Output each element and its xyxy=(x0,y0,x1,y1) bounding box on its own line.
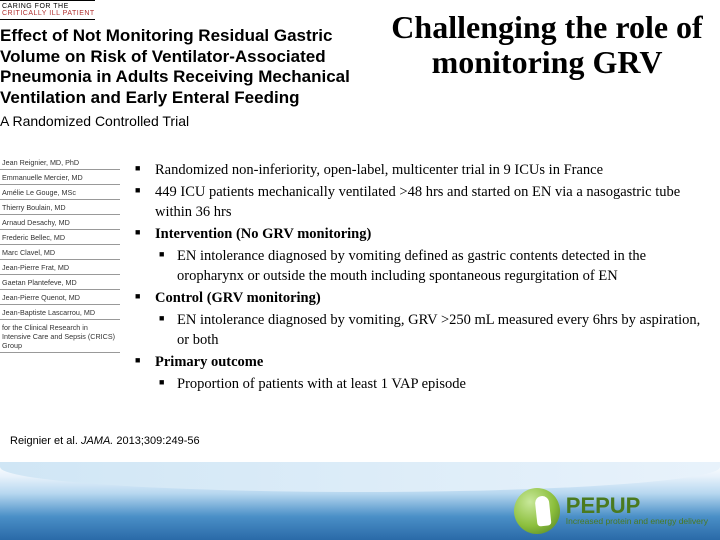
pepup-logo-icon xyxy=(514,488,560,534)
author-entry: for the Clinical Research in Intensive C… xyxy=(0,320,120,353)
citation-journal: JAMA. xyxy=(81,435,113,447)
pepup-logo: PEPUP Increased protein and energy deliv… xyxy=(514,488,708,534)
footer-banner: PEPUP Increased protein and energy deliv… xyxy=(0,462,720,540)
author-entry: Jean-Pierre Frat, MD xyxy=(0,260,120,275)
author-entry: Amélie Le Gouge, MSc xyxy=(0,185,120,200)
author-entry: Emmanuelle Mercier, MD xyxy=(0,170,120,185)
bullet-4a: EN intolerance diagnosed by vomiting, GR… xyxy=(155,310,705,350)
pepup-logo-text: PEPUP Increased protein and energy deliv… xyxy=(566,495,708,526)
slide: CARING FOR THE CRITICALLY ILL PATIENT Ef… xyxy=(0,0,720,540)
citation-ref: 2013;309:249-56 xyxy=(113,435,199,447)
bullet-content: Randomized non-inferiority, open-label, … xyxy=(135,160,705,396)
journal-line1: CARING FOR THE xyxy=(2,3,95,10)
paper-title: Effect of Not Monitoring Residual Gastri… xyxy=(0,26,380,109)
bullet-3: Intervention (No GRV monitoring) EN into… xyxy=(135,224,705,286)
logo-tagline: Increased protein and energy delivery xyxy=(566,517,708,526)
author-entry: Jean Reignier, MD, PhD xyxy=(0,155,120,170)
logo-name: PEPUP xyxy=(566,495,708,517)
author-entry: Jean-Pierre Quenot, MD xyxy=(0,290,120,305)
author-entry: Gaetan Plantefeve, MD xyxy=(0,275,120,290)
citation: Reignier et al. JAMA. 2013;309:249-56 xyxy=(10,435,200,447)
citation-author: Reignier et al. xyxy=(10,435,81,447)
author-entry: Frederic Bellec, MD xyxy=(0,230,120,245)
bullet-5a: Proportion of patients with at least 1 V… xyxy=(155,374,705,394)
bullet-5-label: Primary outcome xyxy=(155,354,263,370)
bullet-3-label: Intervention (No GRV monitoring) xyxy=(155,226,371,242)
bullet-3a: EN intolerance diagnosed by vomiting def… xyxy=(155,246,705,286)
bullet-4-label: Control (GRV monitoring) xyxy=(155,290,321,306)
paper-header-block: CARING FOR THE CRITICALLY ILL PATIENT Ef… xyxy=(0,0,380,129)
bullet-4: Control (GRV monitoring) EN intolerance … xyxy=(135,288,705,350)
slide-title: Challenging the role of monitoring GRV xyxy=(382,10,712,80)
author-entry: Jean-Baptiste Lascarrou, MD xyxy=(0,305,120,320)
journal-section-header: CARING FOR THE CRITICALLY ILL PATIENT xyxy=(0,0,95,20)
paper-subtitle: A Randomized Controlled Trial xyxy=(0,113,380,129)
author-entry: Thierry Boulain, MD xyxy=(0,200,120,215)
author-entry: Marc Clavel, MD xyxy=(0,245,120,260)
bullet-2: 449 ICU patients mechanically ventilated… xyxy=(135,182,705,222)
bullet-1: Randomized non-inferiority, open-label, … xyxy=(135,160,705,180)
bullet-5: Primary outcome Proportion of patients w… xyxy=(135,352,705,394)
author-list: Jean Reignier, MD, PhDEmmanuelle Mercier… xyxy=(0,155,120,353)
journal-line2: CRITICALLY ILL PATIENT xyxy=(2,10,95,17)
author-entry: Arnaud Desachy, MD xyxy=(0,215,120,230)
